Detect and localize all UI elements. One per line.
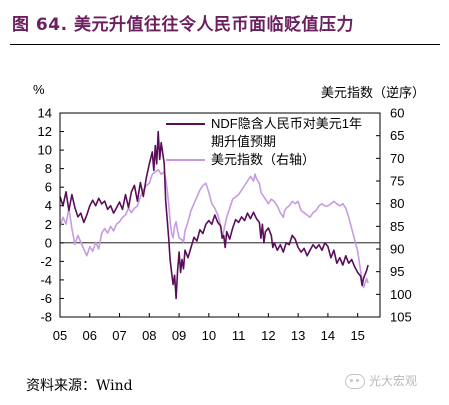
left-axis-tick-labels: 14 12 10 8 6 4 2 0 -2 -4 -6 -8 — [38, 106, 52, 325]
left-tick-label: 10 — [38, 143, 52, 158]
left-tick-label: -2 — [40, 254, 52, 269]
series-layer — [59, 130, 369, 300]
left-tick-label: -6 — [40, 291, 52, 306]
source-note: 资料来源：Wind — [26, 375, 133, 395]
source-label: 资料来源： — [26, 378, 96, 394]
right-tick-label: 95 — [390, 264, 404, 279]
right-tick-label: 80 — [390, 196, 404, 211]
x-tick-label: 15 — [350, 328, 364, 343]
left-tick-label: 4 — [45, 198, 52, 213]
x-tick-label: 14 — [321, 328, 335, 343]
x-tick-label: 09 — [172, 328, 186, 343]
left-tick-label: 12 — [38, 124, 52, 139]
left-tick-label: 6 — [45, 180, 52, 195]
left-tick-label: 8 — [45, 161, 52, 176]
right-tick-label: 85 — [390, 219, 404, 234]
x-tick-label: 10 — [202, 328, 216, 343]
x-tick-label: 11 — [232, 328, 246, 343]
x-tick-label: 06 — [83, 328, 97, 343]
legend: NDF隐含人民币对美元1年 期升值预期 美元指数（右轴） — [166, 116, 362, 167]
x-tick-label: 07 — [112, 328, 126, 343]
figure-title: 图 64. 美元升值往往令人民币面临贬值压力 — [12, 15, 354, 35]
right-axis-tick-labels: 60 65 70 75 80 85 90 95 100 105 — [390, 106, 412, 325]
source-value: Wind — [96, 378, 133, 394]
left-axis-unit: % — [33, 82, 45, 97]
right-tick-label: 65 — [390, 128, 404, 143]
right-tick-label: 100 — [390, 287, 412, 302]
right-tick-label: 75 — [390, 174, 404, 189]
right-axis-title: 美元指数（逆序） — [321, 85, 425, 100]
watermark-text: 光大宏观 — [369, 374, 418, 388]
x-axis-tick-labels: 05 06 07 08 09 10 11 12 13 14 15 — [53, 328, 365, 343]
legend-label-ndf-line1: NDF隐含人民币对美元1年 — [211, 116, 362, 131]
left-tick-label: 2 — [45, 217, 52, 232]
left-tick-label: 0 — [45, 235, 52, 250]
left-tick-label: -4 — [40, 272, 52, 287]
x-tick-label: 13 — [291, 328, 305, 343]
wechat-icon — [345, 374, 365, 389]
watermark: 光大宏观 — [345, 372, 417, 389]
x-tick-label: 12 — [261, 328, 275, 343]
right-tick-label: 90 — [390, 242, 404, 257]
right-tick-label: 60 — [390, 106, 404, 121]
series-line-ndf — [59, 130, 369, 300]
legend-label-ndf-line2: 期升值预期 — [211, 134, 276, 149]
left-tick-label: 14 — [38, 106, 52, 121]
legend-label-dxy: 美元指数（右轴） — [211, 152, 315, 167]
x-tick-label: 08 — [142, 328, 156, 343]
title-divider — [10, 44, 440, 45]
plot-frame — [59, 112, 381, 318]
x-tick-label: 05 — [53, 328, 67, 343]
left-tick-label: -8 — [40, 310, 52, 325]
right-tick-label: 105 — [390, 310, 412, 325]
right-tick-label: 70 — [390, 151, 404, 166]
series-line-dxy — [59, 168, 369, 289]
